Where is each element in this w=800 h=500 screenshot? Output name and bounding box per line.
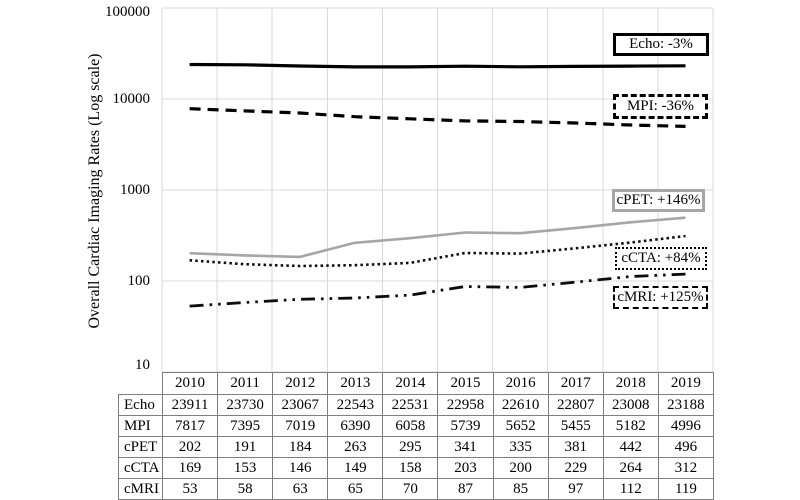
value-cell: 53 bbox=[161, 478, 219, 500]
value-cell: 70 bbox=[382, 478, 439, 500]
value-cell: 22807 bbox=[547, 394, 604, 416]
year-header-cell: 2017 bbox=[547, 372, 604, 395]
y-tick-1000: 1000 bbox=[120, 182, 150, 198]
row-label-cell: MPI bbox=[118, 415, 163, 437]
value-cell: 381 bbox=[547, 436, 604, 458]
value-cell: 6058 bbox=[382, 415, 439, 437]
annotation-mpi: MPI: -36% bbox=[613, 94, 708, 119]
value-cell: 191 bbox=[217, 436, 274, 458]
value-cell: 203 bbox=[437, 457, 494, 479]
value-cell: 200 bbox=[492, 457, 549, 479]
data-table: 2010 2011 2012 2013 2014 2015 2016 2017 2018 2019… bbox=[118, 372, 715, 500]
value-cell: 5182 bbox=[602, 415, 659, 437]
y-tick-10: 10 bbox=[135, 357, 150, 373]
annotation-ccta: cCTA: +84% bbox=[615, 247, 707, 270]
row-label-cell: cMRI bbox=[118, 478, 163, 500]
value-cell: 202 bbox=[161, 436, 219, 458]
value-cell: 97 bbox=[547, 478, 604, 500]
y-tick-100: 100 bbox=[127, 273, 151, 289]
series-line-cmri bbox=[189, 272, 686, 308]
value-cell: 264 bbox=[602, 457, 659, 479]
table-corner-cell bbox=[119, 373, 163, 395]
year-header-cell: 2016 bbox=[492, 372, 549, 395]
table-row-cpet: cPET 202 191 184 263 295 341 335 381 442 496 bbox=[118, 436, 715, 458]
value-cell: 169 bbox=[161, 457, 219, 479]
year-header-cell: 2013 bbox=[327, 372, 384, 395]
table-row-echo: Echo 23911 23730 23067 22543 22531 22958 22610 2… bbox=[118, 394, 715, 416]
annotation-cpet: cPET: +146% bbox=[612, 189, 705, 212]
annotation-echo: Echo: -3% bbox=[613, 33, 709, 56]
value-cell: 312 bbox=[657, 457, 715, 479]
year-header-cell: 2010 bbox=[161, 372, 219, 395]
value-cell: 295 bbox=[382, 436, 439, 458]
value-cell: 229 bbox=[547, 457, 604, 479]
value-cell: 6390 bbox=[327, 415, 384, 437]
value-cell: 7817 bbox=[161, 415, 219, 437]
table-row-cmri: cMRI 53 58 63 65 70 87 85 97 112 119 bbox=[118, 478, 715, 500]
value-cell: 5455 bbox=[547, 415, 604, 437]
value-cell: 119 bbox=[657, 478, 715, 500]
value-cell: 149 bbox=[327, 457, 384, 479]
value-cell: 22958 bbox=[437, 394, 494, 416]
row-label-cell: cCTA bbox=[118, 457, 163, 479]
value-cell: 4996 bbox=[657, 415, 715, 437]
year-header-cell: 2014 bbox=[382, 372, 439, 395]
year-header-cell: 2015 bbox=[437, 372, 494, 395]
year-header-cell: 2011 bbox=[217, 372, 274, 395]
value-cell: 23188 bbox=[657, 394, 715, 416]
value-cell: 23067 bbox=[272, 394, 329, 416]
value-cell: 184 bbox=[272, 436, 329, 458]
value-cell: 65 bbox=[327, 478, 384, 500]
value-cell: 63 bbox=[272, 478, 329, 500]
value-cell: 22531 bbox=[382, 394, 439, 416]
value-cell: 87 bbox=[437, 478, 494, 500]
value-cell: 23730 bbox=[217, 394, 274, 416]
value-cell: 22610 bbox=[492, 394, 549, 416]
y-tick-100000: 100000 bbox=[105, 4, 150, 20]
value-cell: 263 bbox=[327, 436, 384, 458]
value-cell: 153 bbox=[217, 457, 274, 479]
value-cell: 5739 bbox=[437, 415, 494, 437]
series-line-cpet bbox=[189, 216, 686, 259]
row-label-cell: Echo bbox=[118, 394, 163, 416]
value-cell: 58 bbox=[217, 478, 274, 500]
row-label-cell: cPET bbox=[118, 436, 163, 458]
table-row-mpi: MPI 7817 7395 7019 6390 6058 5739 5652 5455 5182 4… bbox=[118, 415, 715, 437]
value-cell: 23911 bbox=[161, 394, 219, 416]
value-cell: 23008 bbox=[602, 394, 659, 416]
value-cell: 22543 bbox=[327, 394, 384, 416]
series-line-mpi bbox=[189, 107, 686, 128]
value-cell: 7019 bbox=[272, 415, 329, 437]
value-cell: 335 bbox=[492, 436, 549, 458]
year-header-cell: 2012 bbox=[272, 372, 329, 395]
series-line-echo bbox=[189, 62, 686, 69]
y-tick-10000: 10000 bbox=[112, 91, 151, 107]
table-row-ccta: cCTA 169 153 146 149 158 203 200 229 264 312 bbox=[118, 457, 715, 479]
value-cell: 5652 bbox=[492, 415, 549, 437]
table-header-row: 2010 2011 2012 2013 2014 2015 2016 2017 2018 2019 bbox=[119, 372, 715, 395]
value-cell: 112 bbox=[602, 478, 659, 500]
annotation-cmri: cMRI: +125% bbox=[613, 286, 708, 309]
value-cell: 146 bbox=[272, 457, 329, 479]
value-cell: 496 bbox=[657, 436, 715, 458]
value-cell: 341 bbox=[437, 436, 494, 458]
value-cell: 7395 bbox=[217, 415, 274, 437]
year-header-cell: 2018 bbox=[602, 372, 659, 395]
value-cell: 442 bbox=[602, 436, 659, 458]
year-header-cell: 2019 bbox=[657, 372, 715, 395]
value-cell: 85 bbox=[492, 478, 549, 500]
value-cell: 158 bbox=[382, 457, 439, 479]
